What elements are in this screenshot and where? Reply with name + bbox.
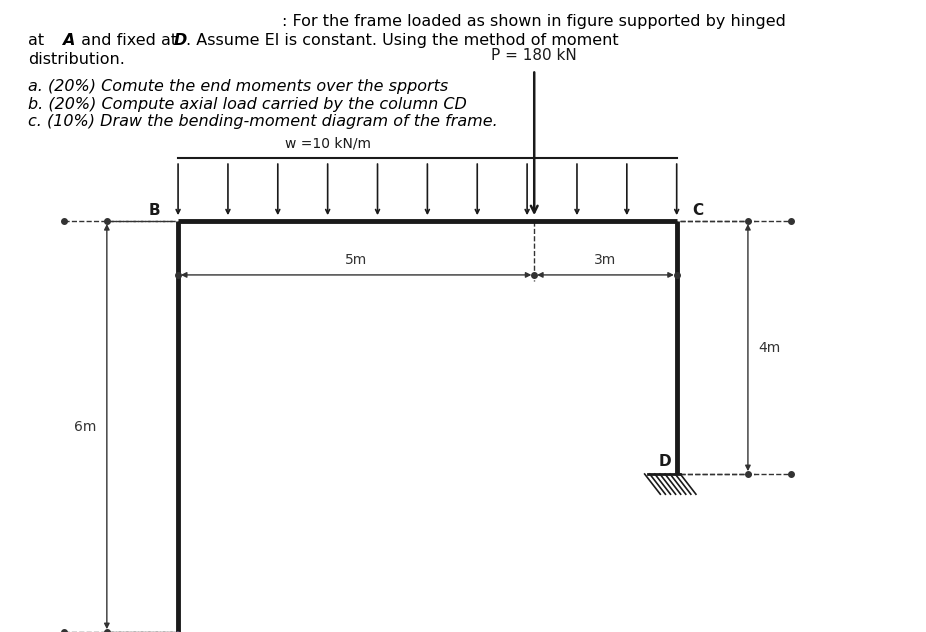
Text: P = 180 kN: P = 180 kN	[492, 48, 577, 63]
Text: A: A	[62, 33, 74, 48]
Text: distribution.: distribution.	[28, 52, 125, 67]
Text: c. (10%) Draw the bending-moment diagram of the frame.: c. (10%) Draw the bending-moment diagram…	[28, 114, 497, 130]
Text: and fixed at: and fixed at	[76, 33, 182, 48]
Text: B: B	[149, 203, 160, 218]
Text: 5m: 5m	[345, 253, 368, 267]
Text: D: D	[174, 33, 187, 48]
Text: D: D	[658, 454, 671, 469]
Text: 3m: 3m	[594, 253, 617, 267]
Text: a. (20%) Comute the end moments over the spports: a. (20%) Comute the end moments over the…	[28, 79, 448, 94]
Text: b. (20%) Compute axial load carried by the column CD: b. (20%) Compute axial load carried by t…	[28, 97, 467, 112]
Text: : For the frame loaded as shown in figure supported by hinged: : For the frame loaded as shown in figur…	[282, 14, 786, 29]
Text: . Assume El is constant. Using the method of moment: . Assume El is constant. Using the metho…	[186, 33, 619, 48]
Text: 4m: 4m	[758, 341, 781, 355]
Text: at: at	[28, 33, 49, 48]
Text: w =10 kN/m: w =10 kN/m	[285, 137, 371, 150]
Text: 6m: 6m	[74, 420, 96, 434]
Text: C: C	[693, 203, 704, 218]
